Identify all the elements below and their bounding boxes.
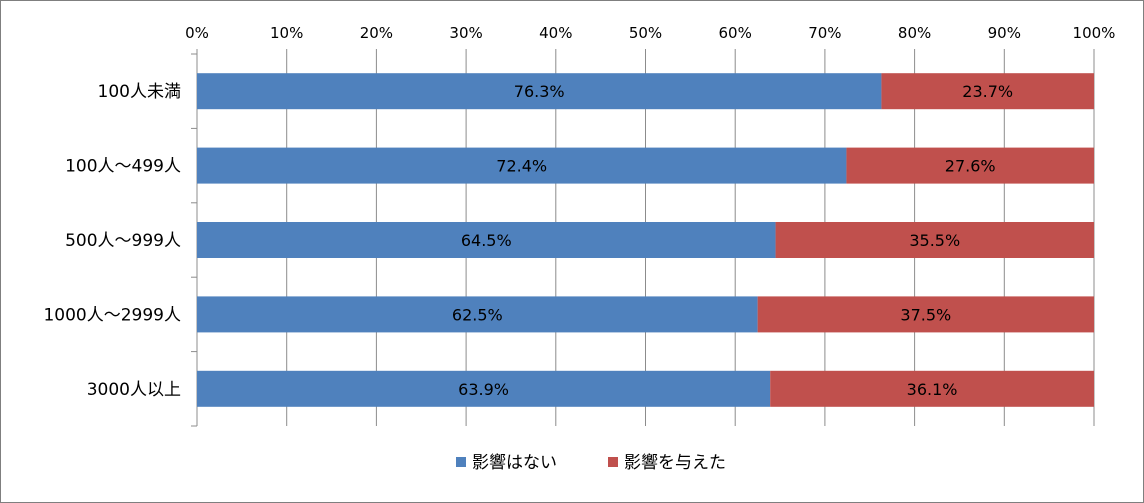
data-label: 76.3% (514, 82, 565, 101)
category-label: 100人未満 (98, 82, 181, 102)
data-label: 64.5% (461, 231, 512, 250)
data-label: 36.1% (907, 380, 958, 399)
data-label: 23.7% (962, 82, 1013, 101)
category-label: 3000人以上 (87, 380, 181, 400)
legend-label: 影響はない (472, 453, 557, 473)
bar-segment-series-2 (757, 296, 1094, 333)
legend-swatch (608, 457, 618, 467)
x-tick-label: 60% (719, 24, 752, 42)
x-tick-label: 30% (449, 24, 482, 42)
bar-segment-series-1 (197, 147, 847, 184)
data-label: 62.5% (452, 305, 503, 324)
bar-segment-series-2 (770, 370, 1094, 407)
x-tick-label: 10% (270, 24, 303, 42)
x-tick-label: 80% (898, 24, 931, 42)
data-label: 35.5% (909, 231, 960, 250)
data-label: 63.9% (458, 380, 509, 399)
category-label: 500人～999人 (65, 231, 181, 251)
x-tick-label: 50% (629, 24, 662, 42)
x-tick-label: 100% (1073, 24, 1116, 42)
x-tick-label: 70% (808, 24, 841, 42)
bar-segment-series-1 (197, 296, 758, 333)
bar-segment-series-1 (197, 73, 882, 110)
data-label: 37.5% (900, 305, 951, 324)
x-tick-label: 90% (988, 24, 1021, 42)
x-tick-label: 40% (539, 24, 572, 42)
legend-swatch (456, 457, 466, 467)
data-label: 27.6% (945, 157, 996, 176)
bar-segment-series-2 (881, 73, 1094, 110)
x-tick-label: 20% (360, 24, 393, 42)
x-tick-label: 0% (185, 24, 209, 42)
category-label: 100人～499人 (65, 157, 181, 177)
legend-label: 影響を与えた (624, 453, 726, 473)
bar-segment-series-2 (775, 222, 1094, 258)
bar-segment-series-1 (197, 370, 771, 407)
category-label: 1000人～2999人 (43, 305, 181, 325)
data-label: 72.4% (496, 157, 547, 176)
bar-segment-series-1 (197, 222, 776, 258)
bar-segment-series-2 (846, 147, 1094, 184)
